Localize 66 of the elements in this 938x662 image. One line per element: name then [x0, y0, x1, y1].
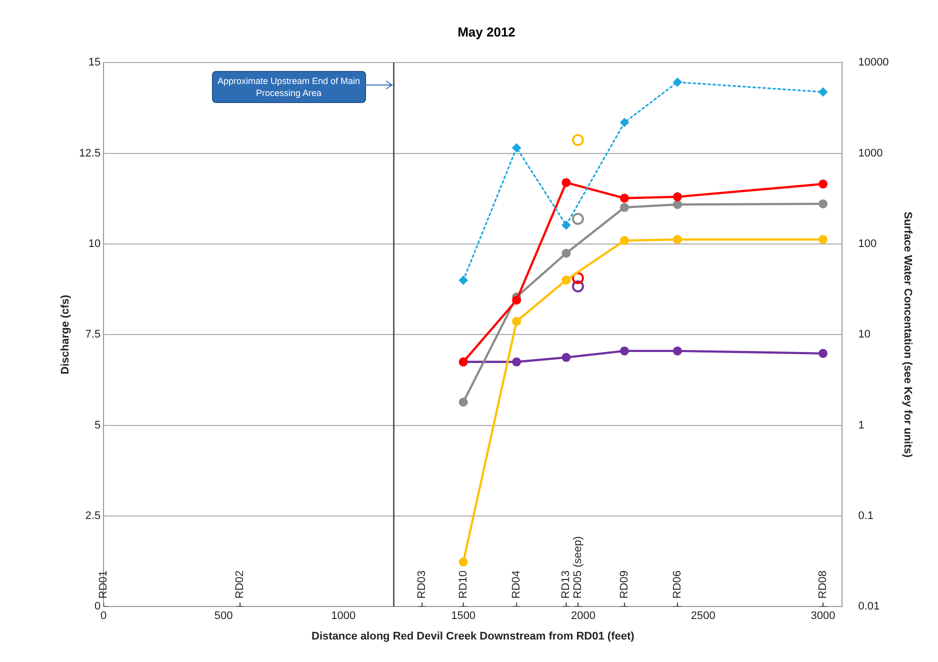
annotation: RD02 — [234, 570, 246, 599]
y2-tick-label: 1000 — [858, 147, 883, 160]
point — [672, 234, 682, 244]
y2-tick-label: 100 — [858, 238, 877, 250]
annotation: RD09 — [618, 570, 630, 599]
y-tick-label: 2.5 — [85, 510, 101, 522]
point — [818, 180, 828, 189]
point — [620, 118, 629, 127]
point — [562, 352, 571, 362]
point — [572, 280, 584, 292]
y2-tick-label: 10000 — [858, 56, 889, 69]
point — [620, 236, 629, 246]
y-tick-label: 10 — [88, 238, 101, 250]
x-tick-label: 2500 — [690, 610, 716, 622]
x-tick-label: 3000 — [810, 610, 836, 622]
point — [620, 194, 629, 203]
point — [512, 357, 522, 366]
point — [620, 202, 629, 212]
annotation: RD03 — [416, 570, 428, 599]
point — [620, 346, 629, 356]
point — [672, 192, 682, 202]
x-tick-label: 500 — [214, 610, 233, 622]
annotation: RD06 — [671, 570, 684, 599]
point — [562, 220, 571, 230]
annotation: RD08 — [817, 570, 830, 599]
annotation: RD05 (seep) — [572, 536, 584, 599]
point — [818, 234, 828, 244]
point — [672, 346, 682, 356]
point — [818, 348, 828, 358]
annotation: RD01 — [98, 570, 110, 599]
y-axis-title: Discharge (cfs) — [60, 294, 72, 374]
point — [458, 398, 468, 407]
point — [458, 276, 468, 285]
annotation: RD04 — [510, 570, 523, 599]
x-tick-label: 1500 — [451, 610, 476, 622]
y-tick-label: 7.5 — [85, 328, 101, 341]
y2-tick-label: 0.01 — [858, 600, 880, 613]
x-axis-title: Distance along Red Devil Creek Downstream from RD01 (feet) — [312, 630, 635, 642]
point — [672, 78, 682, 87]
point — [562, 248, 571, 258]
point — [562, 178, 571, 188]
y2-tick-label: 1 — [858, 419, 864, 432]
ref-line-label: Approximate Upstream End of Main Processing Area — [212, 70, 366, 103]
x-tick-label: 2000 — [570, 610, 596, 622]
y-tick-label: 15 — [88, 56, 101, 69]
y-tick-label: 5 — [94, 419, 101, 432]
point — [818, 87, 828, 96]
point — [672, 200, 682, 210]
point — [818, 199, 828, 208]
annotation: RD10 — [457, 570, 470, 599]
point — [572, 212, 584, 225]
annotation: RD13 — [560, 570, 572, 599]
chart-title: May 2012 — [458, 24, 516, 40]
y2-tick-label: 10 — [858, 328, 870, 341]
y-tick-label: 12.5 — [79, 147, 101, 160]
y-tick-label: 0 — [94, 600, 101, 613]
x-tick-label: 1000 — [331, 610, 356, 622]
point — [572, 272, 584, 284]
y2-axis-title: Surface Water Concentation (see Key for units) — [901, 212, 914, 458]
point — [512, 296, 522, 305]
point — [572, 134, 584, 146]
point — [562, 276, 571, 285]
point — [458, 558, 468, 567]
point — [512, 143, 522, 152]
y2-tick-label: 0.1 — [858, 510, 874, 522]
point — [512, 316, 522, 326]
